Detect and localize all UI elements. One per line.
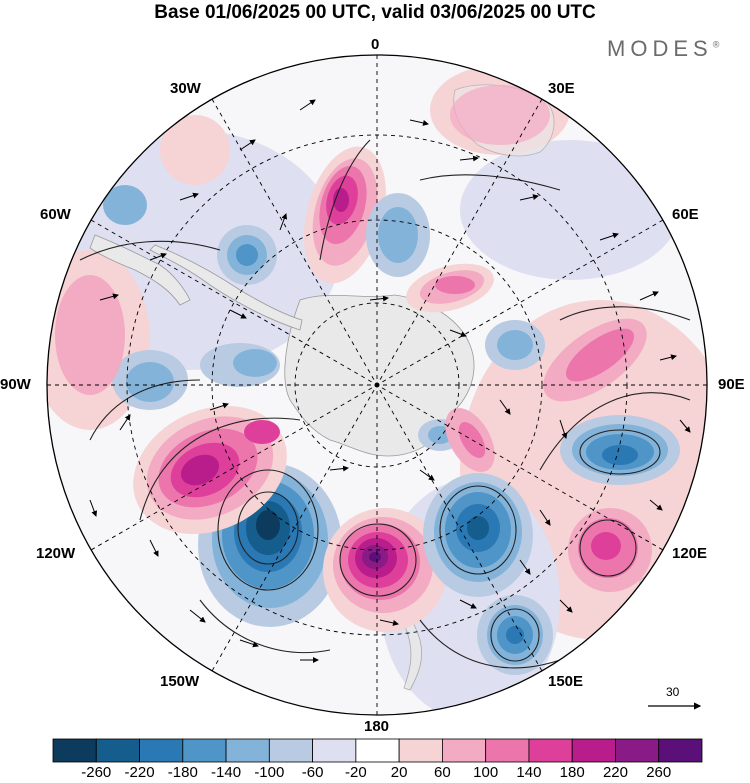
colorbar-swatch bbox=[398, 738, 443, 763]
map-title: Base 01/06/2025 00 UTC, valid 03/06/2025… bbox=[154, 2, 596, 23]
colorbar-swatch bbox=[182, 738, 227, 763]
south-pole-marker bbox=[374, 382, 380, 388]
positive-anomaly-ross-coast bbox=[445, 408, 495, 472]
south-america-tip bbox=[89, 234, 191, 306]
colorbar-swatch bbox=[571, 738, 616, 763]
colorbar-tick-label: 60 bbox=[434, 764, 451, 781]
colorbar-swatch bbox=[139, 738, 184, 763]
positive-anomaly-pacific-central bbox=[323, 508, 447, 632]
lon-label-180: 180 bbox=[364, 718, 390, 735]
antarctic-peninsula bbox=[149, 244, 303, 331]
anomaly-field bbox=[47, 65, 707, 715]
positive-anomaly-south-africa bbox=[55, 85, 550, 395]
background-light-blue-east bbox=[460, 140, 680, 280]
lon-label-90w: 90W bbox=[0, 376, 31, 393]
colorbar-tick-label: -180 bbox=[167, 764, 198, 781]
colorbar-tick-label: -100 bbox=[254, 764, 285, 781]
colorbar-tick-label: 260 bbox=[646, 764, 672, 781]
modes-logo: MODES® bbox=[607, 36, 719, 62]
negative-anomaly-pacific-east bbox=[423, 473, 533, 597]
negative-anomaly-south-atlantic-edge bbox=[103, 185, 147, 225]
lon-label-60w: 60W bbox=[40, 206, 71, 223]
colorbar-swatch bbox=[312, 738, 357, 763]
positive-anomaly-indian-ocean bbox=[520, 308, 660, 422]
globe-border bbox=[46, 54, 708, 716]
lon-label-150w: 150W bbox=[160, 673, 200, 690]
colorbar-tick-label: 220 bbox=[602, 764, 628, 781]
colorbar-tick-label: -260 bbox=[81, 764, 112, 781]
positive-anomaly-tasman bbox=[568, 508, 652, 592]
lon-label-90e: 90E bbox=[718, 376, 745, 393]
negative-anomaly-tasman-south bbox=[477, 595, 553, 675]
colorbar-tick-label: -140 bbox=[211, 764, 242, 781]
lon-label-150e: 150E bbox=[548, 673, 584, 690]
colorbar-swatch bbox=[485, 738, 530, 763]
positive-anomaly-weddell-east bbox=[406, 263, 494, 313]
positive-anomaly-atlantic-edge bbox=[160, 115, 230, 185]
colorbar-tick-label: 100 bbox=[473, 764, 499, 781]
negative-anomaly-indian-ocean bbox=[560, 415, 680, 485]
streamlines bbox=[79, 139, 691, 669]
australia-coast bbox=[639, 569, 707, 695]
colorbar-tick-label: -220 bbox=[124, 764, 155, 781]
colorbar-swatch bbox=[225, 738, 270, 763]
colorbar-swatch bbox=[268, 738, 314, 763]
colorbar-tick-label: 180 bbox=[559, 764, 585, 781]
colorbar-swatch bbox=[528, 738, 573, 763]
colorbar bbox=[52, 738, 703, 763]
brand-text: MODES bbox=[607, 36, 713, 61]
negative-anomaly-amundsen bbox=[112, 343, 280, 410]
colorbar-swatch bbox=[658, 738, 703, 763]
lon-label-120e: 120E bbox=[672, 545, 708, 562]
lon-label-0: 0 bbox=[371, 36, 380, 53]
reference-vector-value: 30 bbox=[666, 685, 680, 699]
colorbar-swatch bbox=[355, 738, 400, 763]
lon-label-120w: 120W bbox=[36, 545, 76, 562]
negative-anomaly-south-atlantic-west bbox=[217, 225, 277, 285]
lon-label-30w: 30W bbox=[170, 80, 201, 97]
colorbar-swatch bbox=[95, 738, 140, 763]
colorbar-swatch bbox=[52, 738, 97, 763]
lon-label-60e: 60E bbox=[672, 206, 699, 223]
colorbar-swatch bbox=[441, 738, 487, 763]
registered-mark: ® bbox=[712, 39, 720, 50]
colorbar-tick-label: 140 bbox=[516, 764, 542, 781]
lon-label-30e: 30E bbox=[548, 80, 575, 97]
colorbar-tick-label: -60 bbox=[301, 764, 324, 781]
negative-anomaly-weddell bbox=[366, 193, 430, 277]
colorbar-tick-label: -20 bbox=[345, 764, 367, 781]
colorbar-swatch bbox=[615, 738, 660, 763]
colorbar-tick-label: 20 bbox=[390, 764, 408, 781]
